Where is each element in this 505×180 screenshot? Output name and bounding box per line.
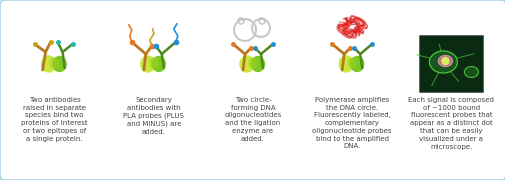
Circle shape xyxy=(441,57,448,64)
Text: Two antibodies
raised in separate
species bind two
proteins of interest
or two e: Two antibodies raised in separate specie… xyxy=(21,97,88,142)
Ellipse shape xyxy=(149,58,158,68)
Ellipse shape xyxy=(437,55,451,66)
Ellipse shape xyxy=(140,56,155,72)
Ellipse shape xyxy=(53,57,66,71)
Text: Secondary
antibodies with
PLA probes (PLUS
and MINUS) are
added.: Secondary antibodies with PLA probes (PL… xyxy=(123,97,184,135)
Text: Each signal is composed
of ~1000 bound
fluorescent probes that
appear as a disti: Each signal is composed of ~1000 bound f… xyxy=(408,97,493,150)
Text: Two circle-
forming DNA
oligonucleotides
and the ligation
enzyme are
added.: Two circle- forming DNA oligonucleotides… xyxy=(224,97,281,142)
Ellipse shape xyxy=(350,57,363,71)
FancyBboxPatch shape xyxy=(419,35,482,92)
Ellipse shape xyxy=(248,58,257,68)
Ellipse shape xyxy=(239,56,254,72)
Ellipse shape xyxy=(251,57,264,71)
Ellipse shape xyxy=(152,57,165,71)
Ellipse shape xyxy=(429,51,457,73)
Text: Polymerase amplifies
the DNA circle.
Fluorescently labeled,
complementary
oligon: Polymerase amplifies the DNA circle. Flu… xyxy=(312,97,391,150)
Ellipse shape xyxy=(338,56,352,72)
Ellipse shape xyxy=(41,56,56,72)
Ellipse shape xyxy=(347,58,356,68)
Ellipse shape xyxy=(50,58,59,68)
Ellipse shape xyxy=(464,66,477,78)
